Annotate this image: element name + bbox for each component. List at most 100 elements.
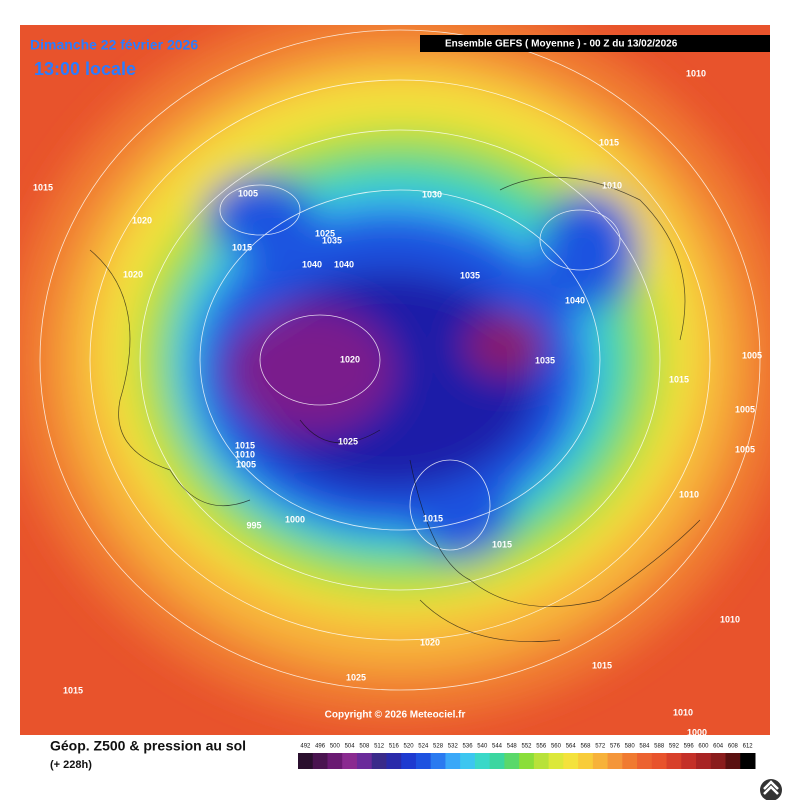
- isobar-label: 1040: [334, 259, 354, 269]
- scale-swatch: [401, 753, 417, 769]
- scale-swatch: [460, 753, 476, 769]
- isobar-label: 1010: [673, 707, 693, 717]
- scale-swatch: [578, 753, 594, 769]
- isobar-label: 1015: [599, 137, 619, 147]
- scale-label: 572: [595, 744, 606, 750]
- footer-title: Géop. Z500 & pression au sol: [50, 738, 246, 754]
- isobar-label: 1035: [322, 235, 342, 245]
- isobar-label: 1005: [238, 188, 258, 198]
- footer-lead: (+ 228h): [50, 759, 92, 771]
- scale-label: 492: [300, 744, 311, 750]
- scale-label: 612: [743, 744, 754, 750]
- scale-label: 536: [463, 744, 474, 750]
- scale-swatch: [371, 753, 387, 769]
- copyright: Copyright © 2026 Meteociel.fr: [325, 710, 466, 721]
- scale-swatch: [622, 753, 638, 769]
- isobar-label: 1015: [423, 513, 443, 523]
- scale-swatch: [430, 753, 446, 769]
- isobar-label: 1030: [422, 189, 442, 199]
- scale-label: 564: [566, 744, 577, 750]
- scale-label: 576: [610, 744, 621, 750]
- scale-swatch: [563, 753, 579, 769]
- isobar-label: 1005: [236, 459, 256, 469]
- scale-swatch: [415, 753, 432, 769]
- scale-label: 552: [521, 744, 532, 750]
- scale-label: 500: [330, 744, 341, 750]
- isobar-label: 1020: [123, 269, 143, 279]
- isobar-label: 1020: [340, 354, 360, 364]
- scale-label: 560: [551, 744, 562, 750]
- scale-label: 568: [580, 744, 591, 750]
- scale-swatch: [607, 753, 623, 769]
- isobar-label: 1005: [735, 404, 755, 414]
- scale-label: 532: [448, 744, 459, 750]
- date: Dimanche 22 février 2026: [30, 37, 198, 53]
- scale-label: 496: [315, 744, 326, 750]
- scale-swatch: [681, 753, 697, 769]
- isobar-label: 1015: [669, 374, 689, 384]
- model-info: Ensemble GEFS ( Moyenne ) - 00 Z du 13/0…: [445, 39, 678, 50]
- scale-swatch: [445, 753, 461, 769]
- scale-label: 600: [698, 744, 709, 750]
- color-scale: 492 496 500 504 508 512 516 520 524 528 532 536 540 5…: [298, 744, 756, 769]
- isobar-label: 1000: [687, 727, 707, 737]
- scale-label: 592: [669, 744, 680, 750]
- isobar-label: 1000: [285, 514, 305, 524]
- scale-swatch: [356, 753, 373, 769]
- time: 13:00 locale: [34, 59, 136, 79]
- scale-label: 556: [536, 744, 547, 750]
- header-bar: [420, 35, 770, 52]
- isobar-label: 1020: [132, 215, 152, 225]
- isobar-label: 1015: [592, 660, 612, 670]
- scale-label: 544: [492, 744, 503, 750]
- isobar-label: 1035: [535, 355, 555, 365]
- scale-swatch: [342, 753, 358, 769]
- isobar-label: 1025: [338, 436, 358, 446]
- isobar-label: 1010: [602, 180, 622, 190]
- scale-label: 520: [404, 744, 415, 750]
- scale-swatch: [298, 753, 314, 769]
- scale-swatch: [548, 753, 564, 769]
- scale-label: 540: [477, 744, 488, 750]
- isobar-label: 1015: [492, 539, 512, 549]
- scale-label: 528: [433, 744, 444, 750]
- scale-label: 504: [345, 744, 356, 750]
- isobar-label: 1015: [235, 440, 255, 450]
- isobar-label: 1010: [679, 489, 699, 499]
- isobar-label: 1035: [460, 270, 480, 280]
- isobar-label: 1040: [302, 259, 322, 269]
- scale-swatch: [725, 753, 741, 769]
- scale-label: 604: [713, 744, 724, 750]
- scale-swatch: [312, 753, 328, 769]
- scale-label: 524: [418, 744, 429, 750]
- isobar-label: 1005: [742, 350, 762, 360]
- isobar-label: 1010: [235, 449, 255, 459]
- scale-label: 588: [654, 744, 665, 750]
- scale-swatch: [666, 753, 682, 769]
- scale-label: 580: [625, 744, 636, 750]
- isobar-label: 1025: [346, 672, 366, 682]
- isobar-label: 1020: [420, 637, 440, 647]
- isobar-label: 995: [246, 520, 261, 530]
- scale-swatch: [489, 753, 505, 769]
- scale-label: 512: [374, 744, 385, 750]
- scale-swatch: [519, 753, 535, 769]
- isobar-label: 1010: [720, 614, 740, 624]
- scale-swatch: [710, 753, 727, 769]
- scale-swatch: [327, 753, 343, 769]
- scale-label: 596: [684, 744, 695, 750]
- scale-label: 584: [639, 744, 650, 750]
- scale-swatch: [696, 753, 712, 769]
- scale-label: 548: [507, 744, 518, 750]
- scale-swatch: [386, 753, 402, 769]
- scale-label: 608: [728, 744, 739, 750]
- scale-label: 516: [389, 744, 400, 750]
- map: [20, 25, 770, 735]
- scale-swatch: [533, 753, 550, 769]
- scale-swatch: [637, 753, 653, 769]
- scroll-top-button[interactable]: [760, 779, 782, 800]
- scale-swatch: [651, 753, 668, 769]
- isobar-label: 1005: [735, 444, 755, 454]
